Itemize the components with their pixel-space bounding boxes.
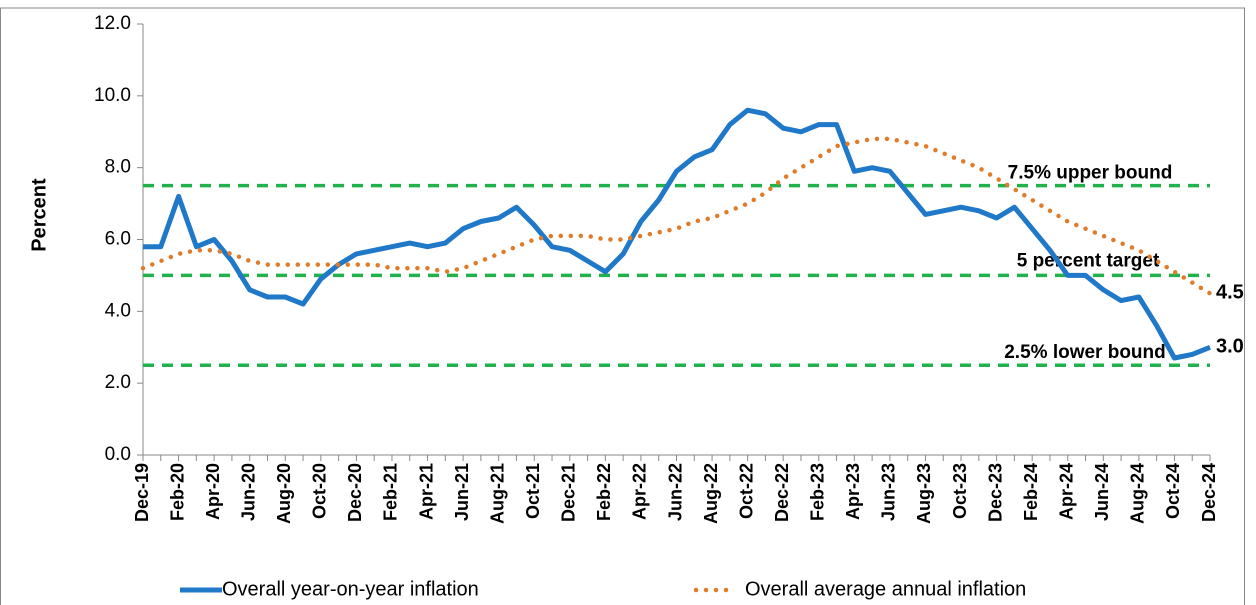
value-label: 3.0 <box>1216 336 1244 358</box>
x-tick-label: Apr-22 <box>630 463 650 520</box>
reference-label: 5 percent target <box>1017 250 1160 271</box>
x-tick-label: Dec-22 <box>772 463 792 522</box>
x-tick-label: Aug-21 <box>487 463 507 524</box>
x-tick-label: Apr-20 <box>203 463 223 520</box>
x-tick-label: Aug-23 <box>914 463 934 524</box>
x-tick-label: Dec-19 <box>132 463 152 522</box>
x-tick-label: Aug-24 <box>1128 463 1148 524</box>
x-tick-label: Oct-22 <box>736 463 756 519</box>
x-tick-label: Feb-24 <box>1021 463 1041 521</box>
x-tick-label: Jun-21 <box>452 463 472 521</box>
x-tick-label: Dec-20 <box>345 463 365 522</box>
y-tick-label: 2.0 <box>105 372 131 393</box>
x-tick-label: Feb-23 <box>808 463 828 521</box>
reference-label: 2.5% lower bound <box>1004 342 1166 363</box>
reference-label: 7.5% upper bound <box>1008 163 1173 184</box>
series-line <box>143 107 1211 361</box>
y-tick-label: 4.0 <box>105 300 131 321</box>
y-axis-title: Percent <box>28 178 50 252</box>
x-tick-label: Apr-24 <box>1056 463 1076 520</box>
y-tick-label: 12.0 <box>94 13 131 34</box>
x-tick-label: Dec-23 <box>985 463 1005 522</box>
legend-label: Overall year-on-year inflation <box>222 578 479 600</box>
x-tick-label: Dec-24 <box>1199 463 1219 522</box>
y-tick-label: 0.0 <box>105 444 131 465</box>
x-tick-label: Apr-21 <box>416 463 436 520</box>
x-tick-label: Aug-22 <box>701 463 721 524</box>
y-tick-label: 10.0 <box>94 85 131 106</box>
x-tick-label: Oct-21 <box>523 463 543 519</box>
legend-label: Overall average annual inflation <box>745 578 1026 600</box>
x-tick-label: Jun-20 <box>238 463 258 521</box>
x-tick-label: Aug-20 <box>274 463 294 524</box>
x-tick-label: Feb-21 <box>381 463 401 521</box>
y-tick-label: 8.0 <box>105 157 131 178</box>
x-tick-label: Oct-23 <box>950 463 970 519</box>
x-tick-label: Jun-23 <box>879 463 899 521</box>
value-label: 4.5 <box>1216 282 1244 304</box>
x-tick-label: Dec-21 <box>559 463 579 522</box>
series-line <box>140 136 1213 296</box>
x-tick-label: Apr-23 <box>843 463 863 520</box>
y-tick-label: 6.0 <box>105 229 131 250</box>
x-tick-label: Feb-22 <box>594 463 614 521</box>
x-tick-label: Jun-24 <box>1092 463 1112 521</box>
x-tick-label: Jun-22 <box>665 463 685 521</box>
x-tick-label: Feb-20 <box>167 463 187 521</box>
x-tick-label: Oct-20 <box>310 463 330 519</box>
x-tick-label: Oct-24 <box>1163 463 1183 519</box>
frame <box>0 7 1245 605</box>
